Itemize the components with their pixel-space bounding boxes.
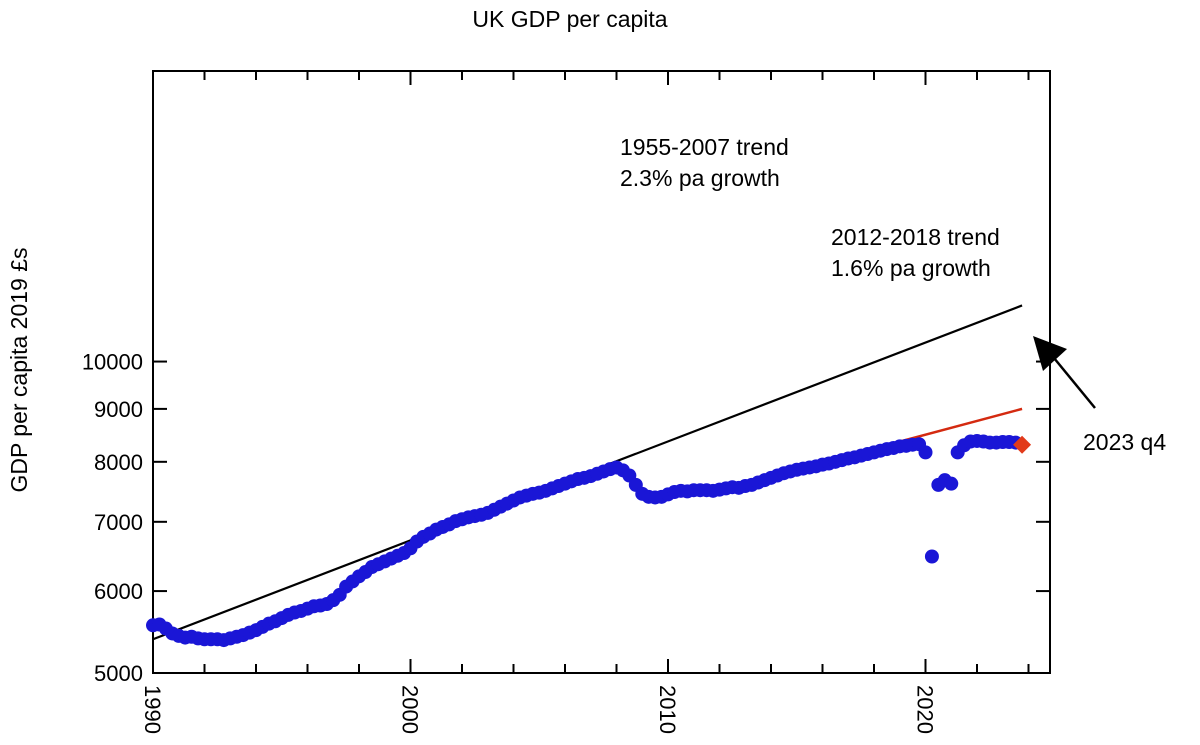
y-tick-label: 6000 bbox=[94, 579, 143, 604]
trend1-label-line1: 1955-2007 trend bbox=[620, 134, 789, 160]
trend2-label-line2: 1.6% pa growth bbox=[831, 255, 991, 281]
y-axis-label: GDP per capita 2019 £s bbox=[6, 247, 32, 492]
y-tick-label: 8000 bbox=[94, 450, 143, 475]
x-tick-label: 2000 bbox=[398, 685, 423, 734]
callout-arrow-head bbox=[1033, 336, 1067, 371]
data-point bbox=[918, 445, 933, 460]
chart-title: UK GDP per capita bbox=[472, 6, 667, 32]
data-points bbox=[146, 433, 1023, 648]
x-tick-label: 2020 bbox=[913, 685, 938, 734]
y-tick-label: 9000 bbox=[94, 397, 143, 422]
x-tick-label: 2010 bbox=[655, 685, 680, 734]
callout-arrow-shaft bbox=[1053, 357, 1096, 409]
plot-frame bbox=[152, 70, 1051, 674]
y-tick-label: 5000 bbox=[94, 661, 143, 686]
highlight-label: 2023 q4 bbox=[1083, 429, 1166, 455]
x-tick-label: 1990 bbox=[140, 685, 165, 734]
highlight-group bbox=[1013, 435, 1032, 454]
y-tick-label: 10000 bbox=[82, 350, 143, 375]
trend1-label-line2: 2.3% pa growth bbox=[620, 165, 780, 191]
y-ticks: 5000 6000 7000 8000 9000 10000 bbox=[82, 350, 1050, 686]
x-ticks: 1990 2000 2010 2020 bbox=[140, 71, 1030, 734]
y-tick-label: 7000 bbox=[94, 510, 143, 535]
data-point bbox=[944, 476, 959, 491]
trend2-label-line1: 2012-2018 trend bbox=[831, 224, 1000, 250]
data-point bbox=[924, 549, 939, 564]
highlight-point bbox=[1013, 435, 1032, 454]
